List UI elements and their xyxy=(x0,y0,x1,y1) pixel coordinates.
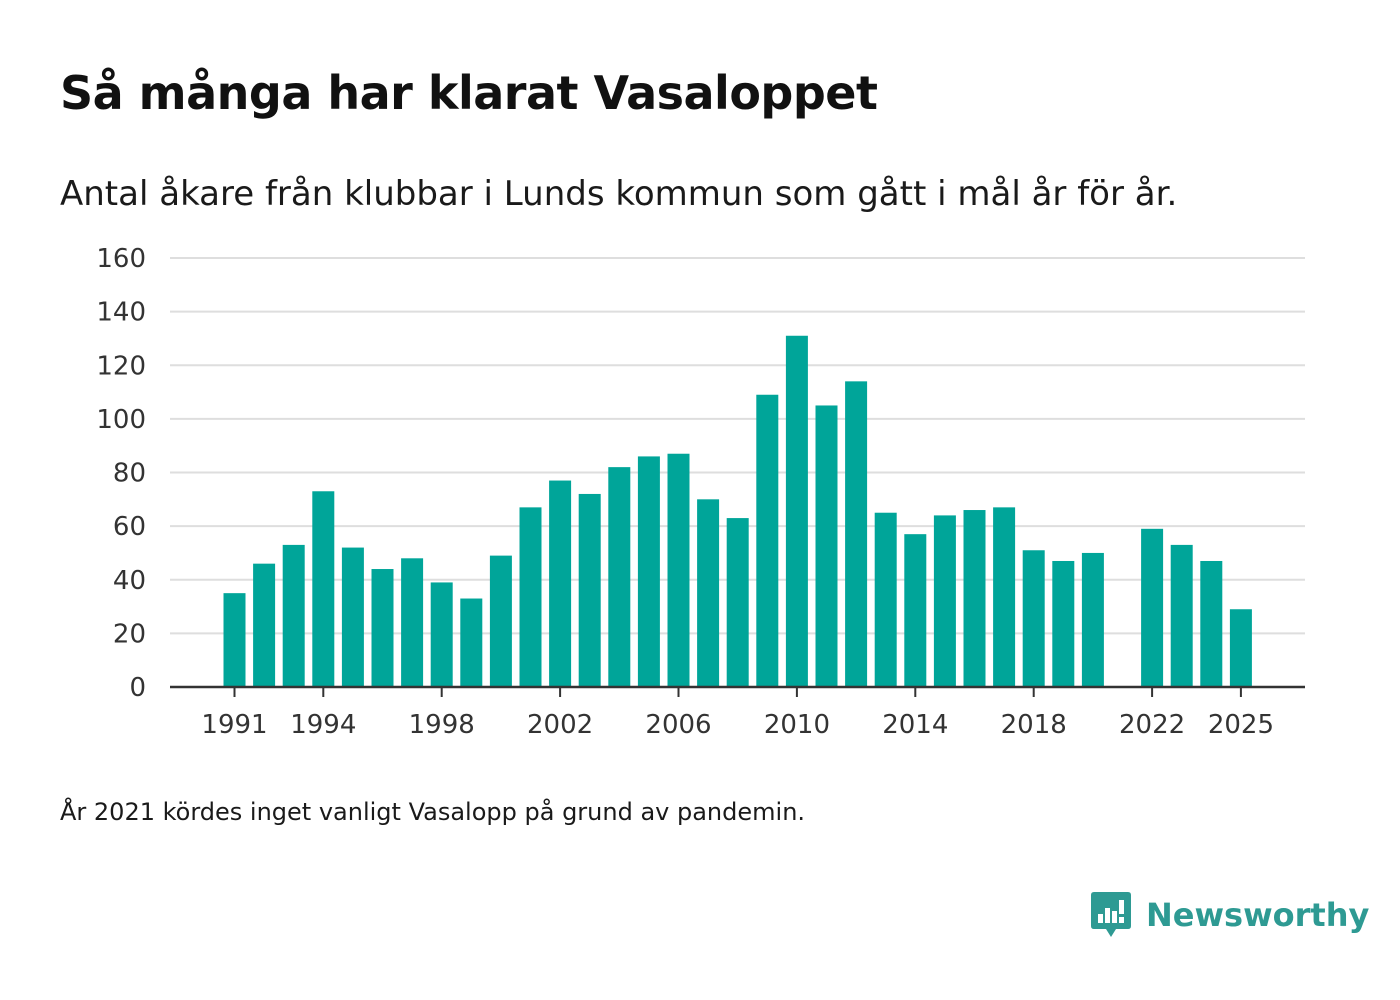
bar-1995 xyxy=(341,547,364,687)
y-tick-label-80: 80 xyxy=(113,459,146,489)
y-axis-tick-labels: 0 20 40 60 80 100 120 140 160 xyxy=(96,244,146,703)
bar-2019 xyxy=(1052,560,1075,687)
y-tick-label-100: 100 xyxy=(96,405,146,435)
bar-2010 xyxy=(785,335,808,687)
x-tick-label-2002: 2002 xyxy=(527,710,593,740)
y-tick-label-140: 140 xyxy=(96,298,146,328)
bar-2008 xyxy=(726,518,749,687)
y-tick-label-40: 40 xyxy=(113,566,146,596)
bar-2002 xyxy=(549,480,572,687)
bar-1993 xyxy=(282,544,305,687)
chart-title: Så många har klarat Vasaloppet xyxy=(60,66,878,120)
bar-2024 xyxy=(1200,560,1223,687)
bar-1998 xyxy=(430,582,453,687)
bar-2005 xyxy=(637,456,660,687)
bar-2025 xyxy=(1229,609,1252,687)
x-tick-label-2018: 2018 xyxy=(1001,710,1067,740)
bar-2006 xyxy=(667,453,690,687)
y-tick-label-0: 0 xyxy=(129,673,146,703)
bar-1991 xyxy=(223,593,246,687)
newsworthy-logo-icon xyxy=(1091,892,1131,937)
x-tick-label-1998: 1998 xyxy=(409,710,475,740)
y-tick-label-60: 60 xyxy=(113,512,146,542)
bar-2023 xyxy=(1170,544,1193,687)
bar-2015 xyxy=(933,515,956,687)
bar-1996 xyxy=(371,569,394,687)
footnote: År 2021 kördes inget vanligt Vasalopp på… xyxy=(60,798,806,826)
bar-1994 xyxy=(312,491,335,687)
bar-chart: 0 20 40 60 80 100 120 140 160 1991 1994 1998 2002 20… xyxy=(96,244,1305,740)
bar-2000 xyxy=(489,555,512,687)
x-tick-label-1991: 1991 xyxy=(201,710,267,740)
bar-2013 xyxy=(874,512,897,687)
bar-2020 xyxy=(1081,552,1104,687)
y-tick-label-20: 20 xyxy=(113,619,146,649)
y-tick-label-160: 160 xyxy=(96,244,146,274)
bar-2022 xyxy=(1141,528,1164,687)
x-tick-label-2006: 2006 xyxy=(645,710,711,740)
bar-2012 xyxy=(845,381,868,687)
bar-2007 xyxy=(697,499,720,687)
x-tick-label-2022: 2022 xyxy=(1119,710,1185,740)
x-tick-label-2010: 2010 xyxy=(764,710,830,740)
bar-2003 xyxy=(578,493,601,687)
bar-1997 xyxy=(401,558,424,687)
bars xyxy=(223,335,1252,687)
y-tick-label-120: 120 xyxy=(96,351,146,381)
x-tick-label-1994: 1994 xyxy=(290,710,356,740)
bar-2017 xyxy=(993,507,1016,687)
brand-logo: Newsworthy xyxy=(1090,890,1369,940)
bar-2004 xyxy=(608,467,631,687)
chart-subtitle: Antal åkare från klubbar i Lunds kommun … xyxy=(60,174,1178,214)
bar-2016 xyxy=(963,510,986,687)
bar-1999 xyxy=(460,598,483,687)
bar-2018 xyxy=(1022,550,1045,687)
bar-2011 xyxy=(815,405,838,687)
bar-2014 xyxy=(904,534,927,687)
bar-1992 xyxy=(253,563,276,687)
x-tick-label-2014: 2014 xyxy=(882,710,948,740)
x-tick-label-2025: 2025 xyxy=(1208,710,1274,740)
brand-name: Newsworthy xyxy=(1146,896,1370,934)
bar-2009 xyxy=(756,394,779,687)
x-axis-ticks: 1991 1994 1998 2002 2006 2010 2014 2018 2022 2025 xyxy=(201,687,1274,740)
bar-2001 xyxy=(519,507,542,687)
